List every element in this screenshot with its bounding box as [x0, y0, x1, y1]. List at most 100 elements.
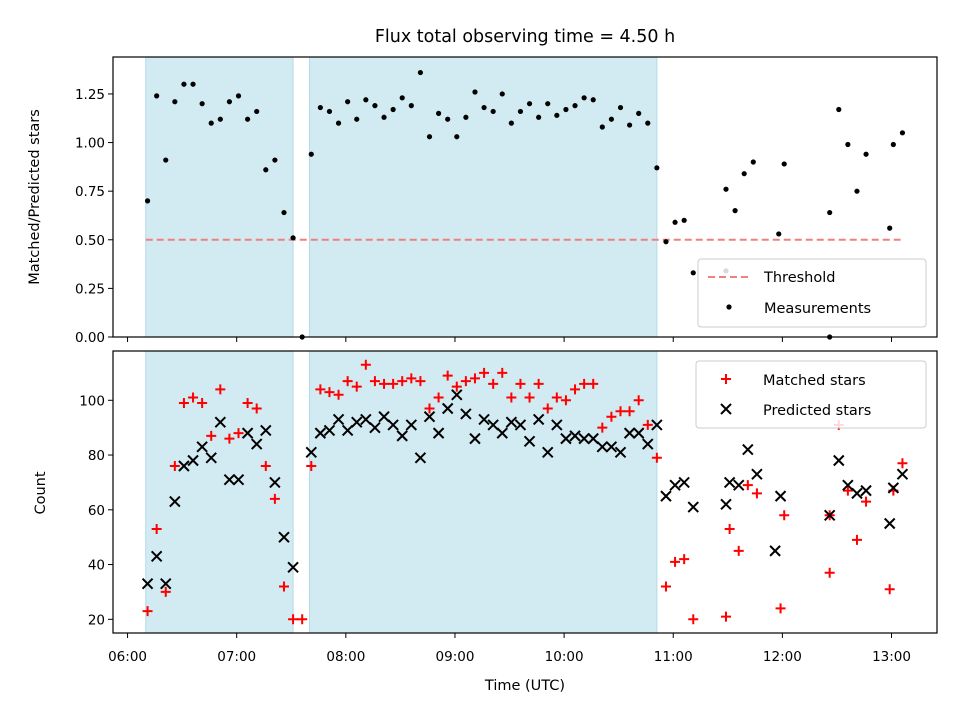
x-tick-label-11:00: 11:00	[654, 649, 693, 665]
matched-star-point-32	[433, 392, 444, 403]
x-tick-label-09:00: 09:00	[436, 649, 475, 665]
predicted-star-point-26	[387, 419, 399, 431]
predicted-star-point-6	[196, 441, 208, 453]
bottom-shaded-interval-2	[308, 350, 658, 634]
measurement-point-9	[226, 99, 233, 105]
matched-star-point-64	[742, 480, 753, 491]
x-tick-label-07:00: 07:00	[217, 649, 256, 665]
measurement-point-49	[590, 97, 596, 103]
matched-star-point-22	[342, 376, 353, 387]
measurement-point-1	[154, 93, 160, 99]
matched-star-point-25	[369, 376, 380, 387]
matched-star-point-8	[215, 384, 226, 395]
predicted-star-point-50	[605, 441, 618, 453]
bottom-legend-box	[695, 360, 927, 429]
predicted-star-point-32	[441, 402, 454, 415]
top-panel: 0.00 0.25 0.50 0.75 1.00 1.25 Threshold Measure…	[75, 56, 938, 346]
measurement-point-51	[608, 116, 615, 122]
matched-star-point-30	[415, 376, 426, 387]
matched-star-point-41	[515, 378, 526, 389]
predicted-star-point-28	[405, 419, 418, 431]
predicted-star-point-58	[678, 476, 690, 489]
matched-star-point-28	[397, 376, 408, 387]
measurement-point-11	[245, 116, 251, 122]
matched-star-point-59	[679, 554, 690, 565]
bottom-y-tick-label-60: 60	[88, 503, 105, 519]
measurement-point-3	[172, 99, 178, 105]
matched-star-point-66	[775, 603, 786, 614]
measurement-point-12	[254, 108, 260, 115]
top-y-tick-label-0.00: 0.00	[75, 330, 105, 346]
predicted-star-point-10	[232, 473, 245, 486]
matched-star-point-16	[288, 614, 299, 625]
predicted-star-point-2	[160, 578, 172, 590]
matched-star-point-52	[615, 406, 626, 417]
matched-star-point-58	[670, 556, 681, 567]
matched-star-point-49	[588, 378, 599, 389]
bottom-axes-frame	[112, 350, 938, 634]
predicted-star-point-39	[505, 416, 518, 428]
predicted-star-point-56	[660, 490, 672, 502]
matched-star-point-33	[442, 370, 453, 381]
predicted-star-point-44	[551, 419, 563, 431]
predicted-star-point-38	[496, 427, 508, 439]
matched-star-point-68	[824, 567, 835, 578]
measurement-point-31	[426, 134, 433, 140]
measurement-point-2	[163, 157, 169, 163]
predicted-star-point-1	[150, 550, 163, 563]
measurement-point-42	[526, 101, 533, 107]
matched-star-point-1	[151, 523, 162, 534]
matched-star-point-71	[842, 485, 853, 496]
measurement-point-27	[390, 106, 396, 113]
measurement-point-45	[554, 112, 560, 118]
measurement-point-15	[281, 209, 287, 216]
measurement-point-34	[454, 134, 460, 140]
predicted-star-point-30	[423, 411, 436, 423]
predicted-star-point-73	[887, 482, 900, 494]
measurement-point-33	[445, 116, 451, 122]
measurement-point-43	[536, 114, 542, 120]
matched-star-point-12	[251, 403, 262, 414]
predicted-star-point-45	[560, 432, 572, 445]
predicted-star-point-36	[478, 413, 490, 426]
bottom-y-axis-label: Count	[33, 471, 49, 514]
matched-star-point-29	[406, 373, 417, 384]
matched-star-point-35	[460, 376, 471, 387]
predicted-star-point-14	[269, 476, 281, 489]
top-shaded-interval-2	[308, 56, 658, 338]
predicted-star-point-12	[250, 438, 263, 450]
measurement-point-4	[181, 81, 187, 87]
measurement-point-44	[545, 101, 551, 107]
predicted-star-point-49	[596, 441, 609, 453]
predicted-star-point-13	[260, 424, 272, 437]
predicted-star-point-20	[332, 413, 345, 426]
predicted-star-point-52	[623, 427, 636, 439]
matched-star-point-21	[333, 389, 344, 400]
matched-star-point-46	[560, 395, 571, 406]
predicted-star-point-60	[720, 498, 732, 511]
matched-star-point-0	[142, 606, 153, 617]
matched-star-point-11	[242, 398, 253, 409]
measurement-point-32	[435, 110, 442, 116]
predicted-star-point-34	[460, 408, 472, 420]
matched-star-point-72	[851, 534, 862, 545]
predicted-star-point-54	[642, 438, 654, 450]
legend-predicted-swatch	[720, 403, 732, 415]
measurement-point-8	[217, 116, 223, 122]
matched-star-point-27	[388, 378, 399, 389]
predicted-star-point-4	[178, 460, 190, 472]
predicted-star-point-17	[305, 446, 317, 459]
predicted-star-point-59	[687, 501, 699, 513]
measurement-point-6	[199, 101, 205, 107]
matched-star-point-50	[597, 422, 608, 433]
top-y-tick-label-1.25: 1.25	[75, 87, 105, 103]
legend-predicted-label: Predicted stars	[763, 403, 871, 419]
matched-star-point-3	[169, 460, 180, 471]
measurement-point-64	[741, 171, 747, 177]
x-tick-label-10:00: 10:00	[545, 649, 584, 665]
legend-threshold-label: Threshold	[763, 270, 835, 286]
predicted-star-point-5	[187, 454, 199, 467]
measurement-point-62	[723, 186, 729, 192]
matched-star-point-51	[606, 411, 617, 422]
matched-star-point-15	[278, 581, 289, 592]
